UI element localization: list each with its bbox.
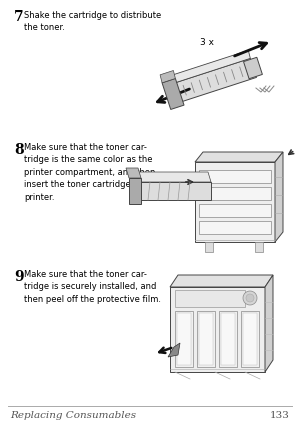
Polygon shape bbox=[195, 153, 283, 163]
Bar bbox=[175, 311, 193, 367]
Bar bbox=[241, 311, 259, 367]
Polygon shape bbox=[168, 343, 180, 357]
Polygon shape bbox=[195, 163, 275, 242]
Circle shape bbox=[243, 291, 257, 305]
Text: Make sure that the toner car-
tridge is the same color as the
printer compartmen: Make sure that the toner car- tridge is … bbox=[24, 143, 166, 201]
Polygon shape bbox=[162, 79, 184, 110]
Text: 8: 8 bbox=[14, 143, 24, 157]
Text: 3 x: 3 x bbox=[200, 38, 214, 47]
Polygon shape bbox=[170, 287, 265, 372]
Bar bbox=[199, 313, 213, 365]
Circle shape bbox=[246, 294, 254, 302]
Polygon shape bbox=[167, 51, 250, 86]
Text: Make sure that the toner car-
tridge is securely installed, and
then peel off th: Make sure that the toner car- tridge is … bbox=[24, 269, 161, 303]
Text: 133: 133 bbox=[270, 410, 290, 419]
Bar bbox=[177, 313, 191, 365]
Polygon shape bbox=[139, 183, 211, 201]
Bar bbox=[219, 311, 237, 367]
Text: Shake the cartridge to distribute
the toner.: Shake the cartridge to distribute the to… bbox=[24, 11, 161, 32]
Text: Replacing Consumables: Replacing Consumables bbox=[10, 410, 136, 419]
Bar bbox=[199, 187, 271, 201]
Bar bbox=[199, 222, 271, 234]
Bar bbox=[199, 170, 271, 184]
Bar bbox=[221, 313, 235, 365]
Polygon shape bbox=[205, 242, 213, 253]
Bar bbox=[199, 204, 271, 218]
Polygon shape bbox=[136, 173, 211, 183]
Bar bbox=[243, 313, 257, 365]
Polygon shape bbox=[126, 169, 141, 178]
Polygon shape bbox=[129, 178, 141, 204]
Polygon shape bbox=[275, 153, 283, 242]
Polygon shape bbox=[244, 58, 262, 80]
Polygon shape bbox=[255, 242, 263, 253]
Text: 9: 9 bbox=[14, 269, 24, 283]
Text: 7: 7 bbox=[14, 10, 24, 24]
Bar bbox=[197, 311, 215, 367]
Polygon shape bbox=[170, 275, 273, 287]
Polygon shape bbox=[265, 275, 273, 372]
Polygon shape bbox=[160, 71, 176, 83]
Polygon shape bbox=[169, 59, 256, 104]
Polygon shape bbox=[175, 290, 245, 307]
